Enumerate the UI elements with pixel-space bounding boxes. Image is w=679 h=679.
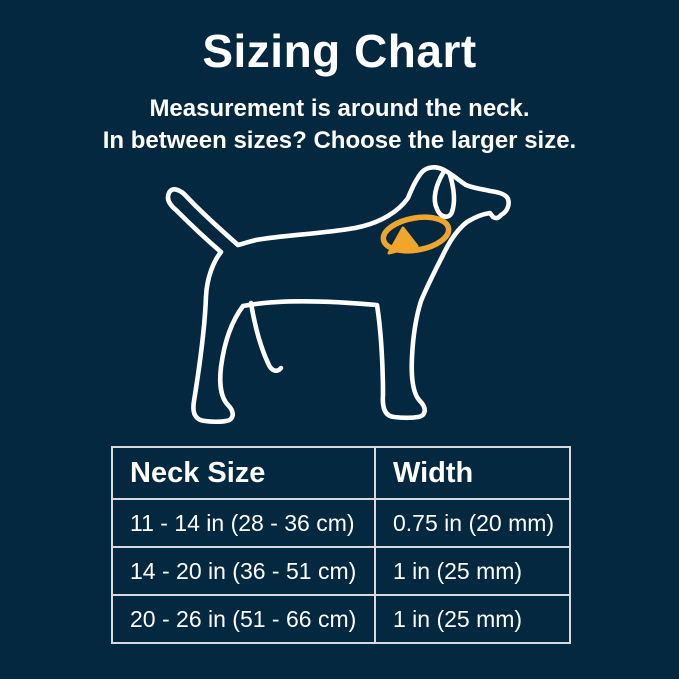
cell-neck-size: 14 - 20 in (36 - 51 cm) — [111, 546, 376, 596]
cell-width: 1 in (25 mm) — [374, 546, 571, 596]
table-header-row: Neck Size Width — [111, 446, 571, 500]
cell-neck-size: 11 - 14 in (28 - 36 cm) — [111, 498, 376, 548]
header-width: Width — [374, 446, 571, 500]
measure-arrowhead-icon — [387, 226, 419, 255]
table-row: 14 - 20 in (36 - 51 cm) 1 in (25 mm) — [111, 546, 571, 596]
subtitle-line-2: In between sizes? Choose the larger size… — [102, 127, 577, 154]
table-row: 20 - 26 in (51 - 66 cm) 1 in (25 mm) — [111, 594, 571, 644]
header-neck-size: Neck Size — [111, 446, 376, 500]
sizing-table: Neck Size Width 11 - 14 in (28 - 36 cm) … — [111, 446, 571, 644]
dog-ear-outline — [432, 170, 457, 219]
page-title: Sizing Chart — [202, 25, 477, 77]
table-row: 11 - 14 in (28 - 36 cm) 0.75 in (20 mm) — [111, 498, 571, 548]
subtitle: Measurement is around the neck. In betwe… — [0, 93, 679, 157]
cell-width: 0.75 in (20 mm) — [374, 498, 571, 548]
subtitle-line-1: Measurement is around the neck. — [149, 95, 530, 122]
dog-far-hind-leg-line — [248, 300, 284, 373]
dog-body-outline — [165, 165, 511, 425]
cell-neck-size: 20 - 26 in (51 - 66 cm) — [111, 594, 376, 644]
cell-width: 1 in (25 mm) — [374, 594, 571, 644]
neck-measure-arrow-icon — [380, 214, 452, 254]
